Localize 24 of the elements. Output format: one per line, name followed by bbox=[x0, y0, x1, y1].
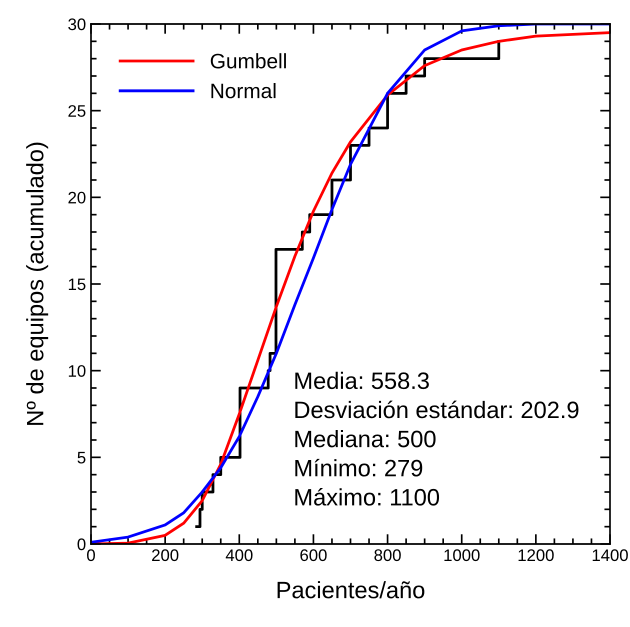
x-tick-label: 800 bbox=[374, 549, 401, 562]
x-tick-label: 200 bbox=[152, 549, 178, 562]
legend-label: Gumbell bbox=[210, 53, 286, 68]
y-tick-label: 0 bbox=[78, 538, 86, 550]
annotation: Máximo: 1100 bbox=[295, 488, 440, 506]
x-tick-label: 0 bbox=[87, 549, 95, 562]
y-tick-label: 25 bbox=[68, 105, 86, 117]
x-axis-title: Pacientes/año bbox=[278, 581, 424, 598]
y-tick-label: 5 bbox=[78, 452, 86, 464]
annotation: Desviación estándar: 202.9 bbox=[295, 400, 578, 418]
annotation: Mínimo: 279 bbox=[295, 458, 422, 476]
y-tick-label: 10 bbox=[68, 365, 86, 377]
x-tick-label: 1200 bbox=[518, 549, 554, 562]
y-tick-label: 20 bbox=[68, 192, 86, 204]
y-axis-title: Nº de equipos (acumulado) bbox=[26, 142, 48, 425]
x-tick-label: 1000 bbox=[444, 549, 480, 562]
x-tick-label: 1400 bbox=[592, 549, 628, 562]
y-tick-label: 15 bbox=[68, 278, 86, 290]
y-tick-label: 30 bbox=[68, 18, 86, 30]
annotation: Mediana: 500 bbox=[295, 430, 436, 448]
x-tick-label: 400 bbox=[226, 549, 253, 562]
x-tick-label: 600 bbox=[300, 549, 327, 562]
legend-label: Normal bbox=[211, 83, 276, 98]
annotation: Media: 558.3 bbox=[295, 372, 429, 390]
